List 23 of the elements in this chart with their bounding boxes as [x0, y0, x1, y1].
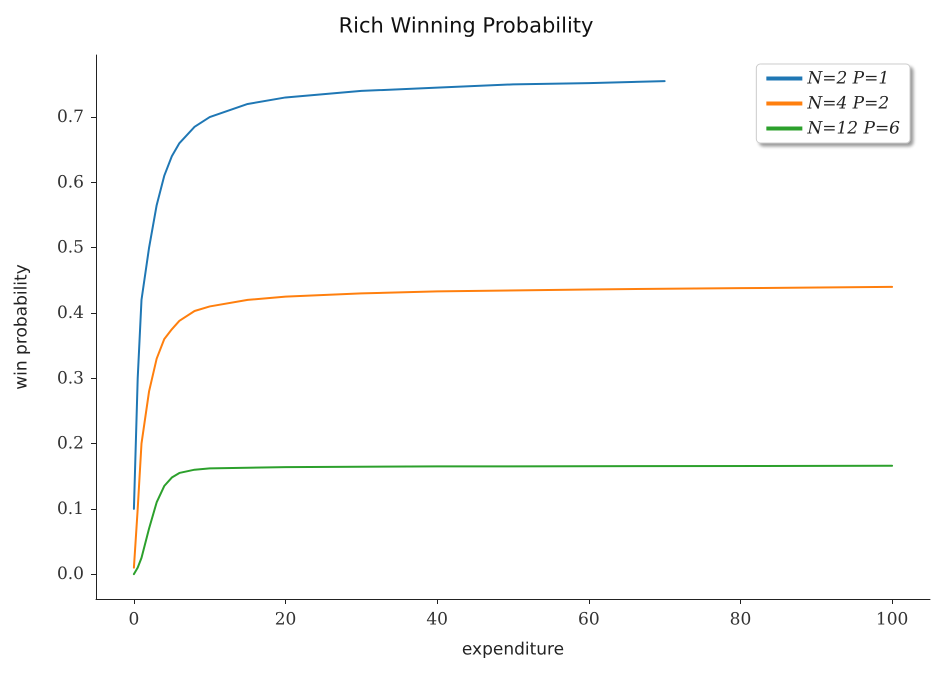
x-tick-label: 80 [730, 610, 752, 630]
x-tick-label: 0 [128, 610, 140, 630]
line-series [132, 80, 666, 510]
y-tick-label: 0.2 [56, 434, 84, 454]
y-axis-title: win probability [12, 264, 32, 390]
x-tick-label: 100 [876, 610, 908, 630]
x-tick-label: 20 [274, 610, 296, 630]
x-tick-label: 60 [578, 610, 600, 630]
x-tick-label: 40 [426, 610, 448, 630]
legend-label: N=2 P=1 [806, 68, 890, 88]
x-axis-title: expenditure [462, 640, 564, 660]
chart-title: Rich Winning Probability [338, 14, 594, 38]
y-tick-label: 0.5 [56, 238, 84, 258]
y-tick-label: 0.6 [56, 172, 84, 192]
line-series [132, 286, 894, 569]
y-tick-label: 0.4 [56, 302, 84, 323]
legend-label: N=12 P=6 [806, 118, 900, 138]
y-tick-label: 0.3 [56, 368, 84, 388]
y-tick-label: 0.1 [56, 498, 84, 519]
y-tick-label: 0.0 [56, 564, 84, 584]
legend-label: N=4 P=2 [806, 94, 890, 114]
line-series [132, 464, 894, 576]
y-tick-label: 0.7 [56, 107, 84, 128]
